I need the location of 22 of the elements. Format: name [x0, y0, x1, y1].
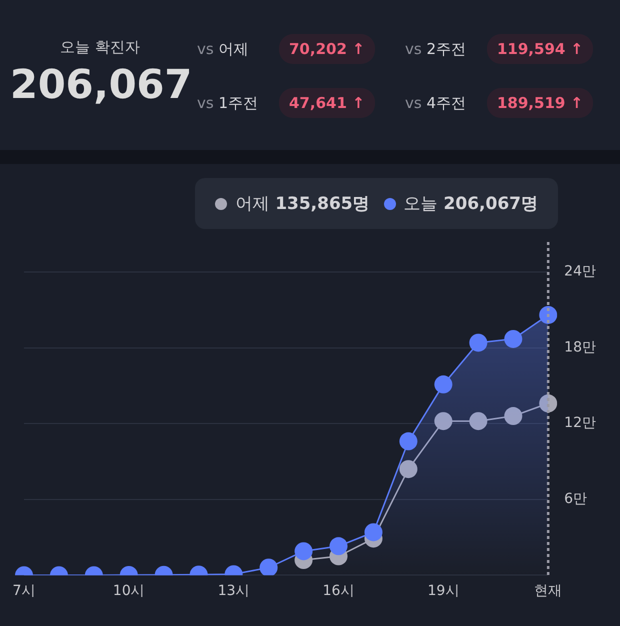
x-tick-label: 현재	[534, 583, 562, 600]
text: 119,594 ↑	[487, 34, 594, 64]
x-tick-label: 10시	[112, 583, 145, 600]
text: vs 2주전	[405, 40, 466, 58]
text: 206,067	[10, 62, 192, 108]
y-tick-label: 24만	[564, 264, 596, 280]
x-tick-label: 19시	[427, 583, 460, 600]
y-tick-label: 6만	[564, 491, 588, 508]
text: 70,202 ↑	[279, 34, 375, 64]
y-tick-label: 18만	[564, 339, 596, 356]
y-tick-label: 12만	[564, 415, 596, 432]
text: 189,519 ↑	[487, 88, 594, 118]
x-tick-label: 16시	[322, 583, 354, 600]
text: vs 1주전	[197, 94, 258, 112]
text: 오늘 확진자	[59, 38, 141, 57]
x-tick-label: 13시	[218, 583, 250, 600]
legend-label: 오늘 206,067명	[404, 193, 538, 215]
text: vs 4주전	[405, 94, 466, 112]
text: 47,641 ↑	[279, 88, 375, 118]
text: vs 어제	[197, 40, 248, 58]
legend-label: 어제 135,865명	[235, 193, 370, 215]
x-tick-label: 7시	[12, 583, 36, 600]
